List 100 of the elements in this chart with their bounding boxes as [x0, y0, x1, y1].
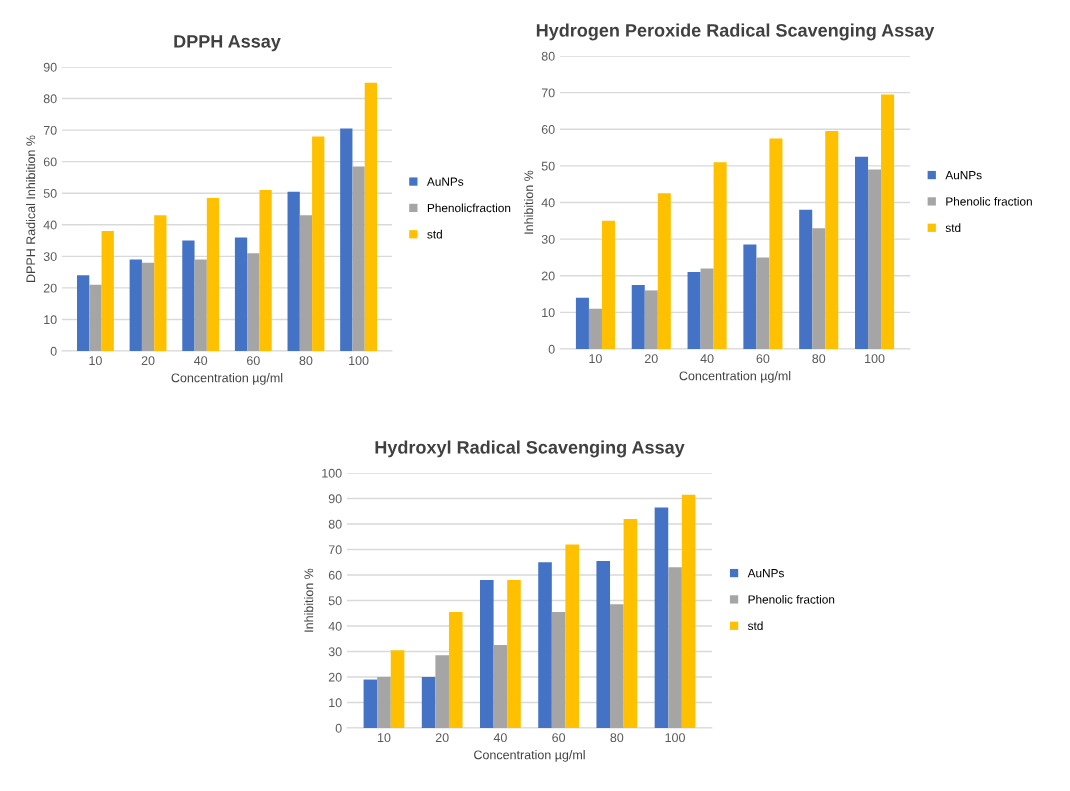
bar: [769, 138, 783, 349]
x-tick-label: 100: [665, 733, 685, 743]
bar: [825, 131, 839, 349]
bar: [713, 162, 727, 349]
bar: [340, 128, 353, 351]
bar: [247, 253, 260, 351]
y-tick-label: 60: [541, 125, 555, 134]
bar: [687, 272, 701, 349]
bar: [575, 297, 589, 349]
y-tick-label: 20: [541, 271, 555, 281]
y-tick-label: 10: [44, 315, 57, 325]
bar: [352, 166, 365, 351]
y-tick-label: 40: [328, 621, 342, 631]
y-tick-label: 50: [43, 189, 57, 198]
chart-title: DPPH Assay: [174, 35, 281, 52]
bar: [657, 193, 671, 349]
bar: [377, 677, 391, 728]
y-tick-label: 80: [43, 94, 57, 104]
x-tick-label: 20: [141, 356, 155, 366]
x-axis-title: Concentration µg/ml: [474, 750, 585, 762]
bar: [480, 580, 494, 728]
bar: [588, 308, 602, 349]
bar: [631, 284, 645, 349]
bar: [743, 244, 757, 349]
x-tick-label: 80: [610, 733, 624, 743]
y-tick-label: 70: [328, 545, 342, 555]
y-tick-label: 20: [328, 672, 342, 682]
bar: [364, 82, 377, 351]
y-tick-label: 50: [541, 161, 555, 171]
y-tick-label: 80: [328, 519, 342, 529]
bar: [812, 228, 826, 349]
y-tick-label: 100: [322, 468, 342, 478]
x-tick-label: 10: [89, 356, 102, 366]
bar: [129, 259, 142, 351]
y-tick-label: 70: [43, 125, 57, 135]
x-tick-label: 80: [812, 354, 826, 364]
y-tick-label: 50: [328, 596, 342, 606]
bar: [654, 507, 669, 728]
y-tick-label: 40: [43, 220, 57, 230]
x-tick-label: 40: [194, 356, 208, 366]
bar: [421, 677, 436, 728]
bar: [565, 544, 579, 728]
x-tick-label: 100: [865, 354, 885, 364]
legend-label: AuNPs: [945, 171, 982, 180]
x-tick-label: 100: [349, 356, 369, 366]
bar: [194, 259, 207, 351]
bar: [700, 268, 714, 349]
y-tick-label: 10: [329, 698, 342, 708]
legend-label: AuNPs: [426, 177, 464, 186]
bar: [141, 262, 155, 351]
y-tick-label: 40: [541, 198, 555, 208]
bar: [596, 560, 611, 728]
y-tick-label: 10: [542, 308, 555, 318]
bar: [681, 494, 696, 728]
bar: [868, 169, 882, 349]
bar: [855, 156, 869, 349]
bar: [623, 518, 638, 728]
x-axis-title: Concentration µg/ml: [679, 371, 791, 383]
y-tick-label: 70: [541, 88, 555, 98]
x-tick-label: 10: [377, 733, 391, 743]
x-tick-label: 80: [299, 356, 313, 366]
bar: [435, 655, 449, 728]
y-axis-title: Inhibition %: [524, 170, 534, 234]
y-tick-label: 60: [328, 570, 342, 580]
bar: [610, 604, 624, 728]
bar: [234, 237, 248, 351]
bar: [799, 209, 813, 349]
y-tick-label: 0: [335, 723, 342, 733]
x-tick-label: 60: [756, 354, 770, 364]
y-tick-label: 30: [328, 647, 342, 657]
bar: [644, 290, 658, 349]
x-tick-label: 40: [700, 354, 714, 364]
legend-label: std: [747, 621, 763, 631]
chart-title: Hydroxyl Radical Scavenging Assay: [375, 440, 685, 458]
bar: [493, 645, 508, 728]
bar: [756, 257, 770, 349]
bar: [538, 562, 552, 728]
bar: [601, 220, 615, 349]
bar: [89, 284, 102, 351]
bar: [668, 567, 682, 728]
y-tick-label: 0: [50, 346, 57, 356]
bar: [77, 275, 90, 351]
legend-label: Phenolic fraction: [946, 197, 1032, 206]
y-tick-label: 30: [43, 252, 57, 261]
bar: [363, 679, 378, 728]
legend-label: AuNPs: [747, 569, 784, 578]
x-tick-label: 20: [644, 354, 658, 364]
bar: [206, 197, 220, 351]
bar: [390, 650, 405, 728]
bar: [101, 231, 114, 351]
legend-label: Phenolic fraction: [748, 595, 835, 604]
x-tick-label: 10: [589, 354, 602, 364]
bar: [312, 136, 325, 351]
y-tick-label: 20: [43, 283, 57, 293]
bar: [507, 580, 521, 728]
bar: [551, 611, 566, 728]
bar: [448, 611, 463, 728]
x-tick-label: 60: [247, 356, 260, 366]
chart-title: Hydrogen Peroxide Radical Scavenging Assay: [536, 23, 935, 41]
bar: [881, 94, 895, 349]
